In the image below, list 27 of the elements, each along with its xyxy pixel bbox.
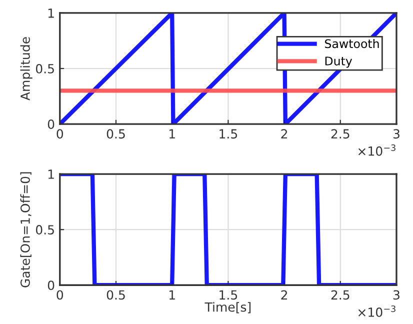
y-tick-label: 0 (48, 120, 54, 129)
y-tick-label: 0.5 (36, 225, 54, 235)
x-tick-label: 0.5 (106, 290, 125, 300)
x-axis-title: Time[s] (204, 302, 251, 314)
x-tick-label: 0 (56, 129, 64, 139)
x-tick-label: 0 (56, 290, 64, 300)
x-tick-label: 1.5 (220, 129, 238, 139)
x-tick-label: 1 (169, 290, 175, 300)
x-tick-label: 2.5 (331, 129, 350, 139)
x-tick-label: 0.5 (106, 129, 125, 139)
legend-label: Sawtooth (325, 39, 379, 48)
y-tick-label: 0.5 (36, 64, 54, 74)
y-axis-title: Gate[On=1,Off=0] (20, 172, 32, 288)
x-tick-label: 3 (393, 290, 400, 300)
x-tick-label: 2 (281, 129, 288, 138)
y-tick-label: 0 (48, 280, 54, 290)
x-tick-label: 2.5 (331, 290, 350, 300)
x-tick-label: 1 (169, 129, 175, 138)
text: ×10$^{−3}$ (358, 305, 396, 317)
x-tick-label: 1.5 (220, 290, 238, 300)
y-axis-title: Amplitude (20, 37, 32, 100)
legend-label: Duty (325, 56, 352, 68)
y-tick-label: 1 (48, 170, 54, 179)
x-tick-label: 2 (281, 290, 288, 300)
x-tick-label: 3 (393, 129, 400, 139)
text: ×10$^{−3}$ (358, 144, 396, 156)
y-tick-label: 1 (48, 8, 54, 18)
